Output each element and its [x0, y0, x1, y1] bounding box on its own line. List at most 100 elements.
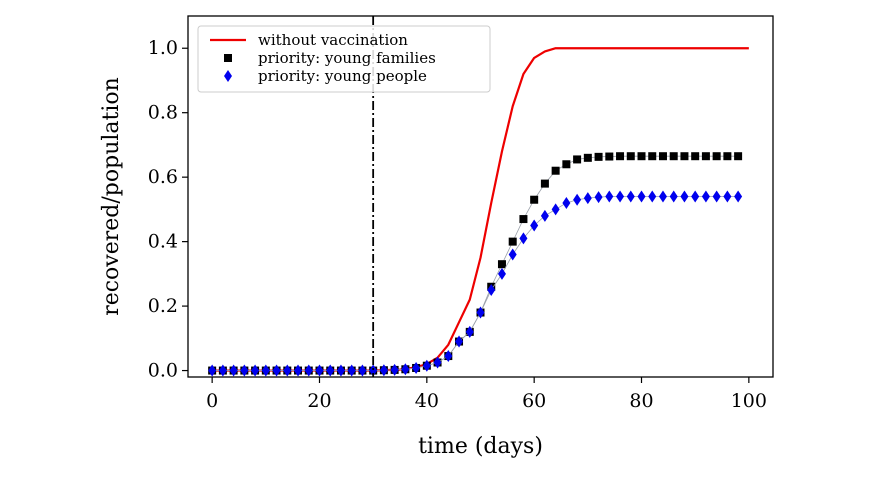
data-point-diamond [497, 267, 506, 280]
data-point-diamond [616, 190, 625, 203]
data-point-diamond [540, 209, 549, 222]
y-tick-label: 0.2 [148, 295, 178, 317]
data-point-diamond [583, 192, 592, 205]
data-point-diamond [508, 248, 517, 261]
y-tick-label: 0.4 [148, 231, 178, 253]
data-point-square [519, 215, 528, 224]
data-point-diamond [573, 193, 582, 206]
data-point-square [616, 152, 625, 161]
data-point-square [540, 179, 549, 188]
data-point-diamond [648, 190, 657, 203]
data-point-diamond [261, 364, 270, 377]
y-tick-label: 0.0 [148, 360, 178, 382]
data-point-square [637, 152, 646, 161]
data-point-square [701, 152, 710, 161]
data-point-diamond [594, 191, 603, 204]
data-point-diamond [251, 364, 260, 377]
y-tick-label: 0.6 [148, 166, 178, 188]
data-point-square [626, 152, 635, 161]
data-point-square [712, 152, 721, 161]
x-tick-label: 0 [206, 390, 218, 412]
data-point-square [583, 153, 592, 162]
data-point-diamond [240, 364, 249, 377]
data-point-diamond [637, 190, 646, 203]
data-point-diamond [465, 325, 474, 338]
data-point-diamond [519, 232, 528, 245]
x-ticks: 0 20 40 60 80 100 [206, 377, 767, 412]
data-point-diamond [315, 364, 324, 377]
series-2 [208, 190, 743, 377]
y-axis-label: recovered/population [99, 77, 124, 316]
data-point-diamond [723, 190, 732, 203]
data-point-diamond [530, 219, 539, 232]
data-point-diamond [433, 356, 442, 369]
legend-label: without vaccination [258, 31, 408, 49]
data-point-diamond [358, 364, 367, 377]
data-point-diamond [658, 190, 667, 203]
data-point-diamond [422, 359, 431, 372]
data-point-diamond [229, 364, 238, 377]
legend-box [197, 25, 491, 93]
y-tick-label: 1.0 [148, 37, 178, 59]
data-point-diamond [390, 363, 399, 376]
plot-area: 0 20 40 60 80 100 0.0 0.2 0.4 0.6 0.8 1.0 without … [148, 15, 774, 412]
data-point-square [605, 152, 614, 161]
axes-frame [187, 15, 774, 378]
data-point-diamond [369, 364, 378, 377]
y-tick-label: 0.8 [148, 102, 178, 124]
data-point-square [562, 160, 571, 169]
data-point-diamond [304, 364, 313, 377]
data-point-diamond [680, 190, 689, 203]
legend-label: priority: young families [258, 49, 436, 67]
data-point-diamond [551, 203, 560, 216]
data-point-square [680, 152, 689, 161]
data-point-square [497, 260, 506, 269]
x-axis-label: time (days) [418, 434, 543, 459]
data-point-diamond [712, 190, 721, 203]
data-point-diamond [455, 335, 464, 348]
data-point-diamond [326, 364, 335, 377]
data-point-diamond [734, 190, 743, 203]
data-point-square [734, 152, 743, 161]
data-point-square [530, 195, 539, 204]
data-point-square [723, 152, 732, 161]
data-point-square [669, 152, 678, 161]
data-point-diamond [476, 306, 485, 319]
series-layer [208, 47, 749, 377]
data-point-diamond [294, 364, 303, 377]
data-point-diamond [701, 190, 710, 203]
data-point-square [508, 237, 517, 246]
data-point-diamond [336, 364, 345, 377]
data-point-diamond [208, 364, 217, 377]
y-ticks: 0.0 0.2 0.4 0.6 0.8 1.0 [148, 37, 188, 382]
data-point-diamond [412, 361, 421, 374]
data-point-square [658, 152, 667, 161]
data-point-diamond [379, 364, 388, 377]
data-point-diamond [272, 364, 281, 377]
x-tick-label: 40 [415, 390, 439, 412]
data-point-diamond [669, 190, 678, 203]
data-point-diamond [562, 196, 571, 209]
data-point-diamond [626, 190, 635, 203]
data-point-diamond [444, 350, 453, 363]
x-tick-label: 80 [629, 390, 653, 412]
legend-label: priority: young people [258, 67, 427, 85]
x-tick-label: 60 [522, 390, 546, 412]
x-tick-label: 20 [307, 390, 331, 412]
legend-swatch-square [224, 54, 232, 62]
data-point-square [691, 152, 700, 161]
data-point-square [648, 152, 657, 161]
data-point-square [573, 155, 582, 164]
data-point-diamond [401, 363, 410, 376]
data-point-diamond [605, 190, 614, 203]
data-point-square [594, 152, 603, 161]
x-tick-label: 100 [731, 390, 767, 412]
data-point-diamond [691, 190, 700, 203]
data-point-diamond [218, 364, 227, 377]
data-point-diamond [487, 283, 496, 296]
data-point-diamond [283, 364, 292, 377]
legend-swatch-diamond [224, 70, 232, 82]
data-point-diamond [347, 364, 356, 377]
